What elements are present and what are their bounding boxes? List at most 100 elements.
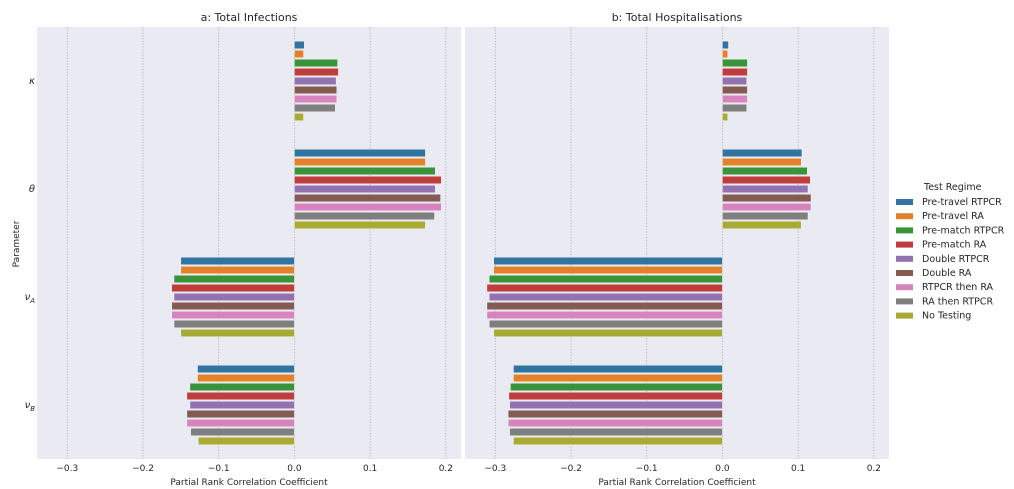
bar — [722, 76, 747, 85]
panel-b: −0.3 −0.2 −0.1 0.0 0.1 0.2 b: Total Hospitalis… — [465, 11, 889, 488]
y-axis-label: Parameter — [12, 220, 22, 267]
bar — [197, 374, 295, 383]
legend-swatch — [896, 284, 913, 291]
x-tick-label: 0.1 — [791, 464, 805, 474]
bar — [722, 148, 803, 157]
x-tick-label: 0.0 — [715, 464, 730, 474]
bar — [508, 392, 723, 401]
legend-swatch — [896, 199, 913, 205]
legend-item: Pre-travel RTPCR — [896, 197, 1002, 208]
legend-item: RA then RTPCR — [896, 296, 993, 307]
bar — [294, 67, 339, 76]
bar — [294, 103, 336, 112]
legend-item: Double RA — [896, 268, 972, 279]
legend-item: Pre-match RTPCR — [896, 225, 1005, 236]
bar — [722, 166, 808, 175]
y-tick-label-symbol: ν — [25, 400, 31, 411]
bar — [294, 166, 436, 175]
bar — [294, 157, 426, 166]
bar — [722, 85, 748, 94]
bar — [186, 410, 295, 419]
legend-label: Pre-travel RA — [922, 211, 984, 222]
bar — [173, 275, 295, 284]
x-tick-label: −0.3 — [484, 464, 506, 474]
legend-swatch — [896, 270, 913, 276]
legend-label: Double RA — [922, 268, 972, 279]
x-tick-label: −0.2 — [132, 464, 154, 474]
y-tick-label: κ — [29, 76, 35, 87]
bar — [173, 293, 295, 302]
bar — [722, 193, 812, 202]
y-tick-label-symbol: θ — [29, 184, 35, 195]
bar — [173, 320, 295, 329]
x-axis-label: Partial Rank Correlation Coefficient — [598, 478, 756, 488]
bar — [509, 428, 723, 437]
bar — [722, 202, 812, 211]
legend-swatch — [896, 312, 913, 319]
bar — [489, 275, 723, 284]
x-axis-label: Partial Rank Correlation Coefficient — [170, 478, 328, 488]
bar — [489, 293, 723, 302]
bar — [198, 437, 295, 446]
bar — [294, 193, 441, 202]
bar — [294, 202, 442, 211]
bar — [722, 220, 802, 229]
x-tick-label: −0.2 — [560, 464, 582, 474]
bar — [510, 383, 723, 392]
legend-swatch — [896, 241, 913, 248]
bar — [180, 257, 295, 266]
bar — [722, 157, 802, 166]
bar — [486, 302, 723, 311]
bar — [722, 175, 811, 184]
legend-swatch — [896, 298, 913, 305]
bar — [722, 112, 728, 121]
bar — [171, 311, 295, 320]
bar — [294, 94, 338, 103]
legend: Test Regime Pre-travel RTPCR Pre-travel RA… — [896, 182, 1005, 322]
bar — [493, 257, 723, 266]
bar — [186, 419, 295, 428]
legend-item: Pre-travel RA — [896, 211, 984, 222]
legend-item: No Testing — [896, 311, 971, 322]
legend-swatch — [896, 227, 913, 234]
legend-swatch — [896, 255, 913, 262]
y-tick-label-subscript: B — [30, 405, 35, 413]
bar — [507, 410, 723, 419]
legend-title: Test Regime — [923, 182, 982, 193]
legend-label: Pre-travel RTPCR — [922, 197, 1002, 208]
legend-item: Pre-match RA — [896, 240, 987, 251]
x-tick-label: 0.1 — [363, 464, 377, 474]
y-tick-labels: κ θ νA νB — [25, 76, 36, 413]
bar — [513, 365, 723, 374]
bar — [294, 184, 436, 193]
legend-label: Double RTPCR — [922, 254, 990, 265]
bar — [294, 50, 304, 59]
bar — [294, 211, 435, 220]
bar — [513, 437, 723, 446]
bar — [486, 311, 723, 320]
x-tick-label: 0.2 — [867, 464, 881, 474]
legend-label: Pre-match RTPCR — [922, 225, 1005, 236]
bar — [189, 401, 295, 410]
bar — [294, 85, 338, 94]
legend-item: RTPCR then RA — [896, 282, 994, 293]
bar — [722, 67, 748, 76]
bar — [197, 365, 295, 374]
bar — [509, 401, 723, 410]
y-tick-label-symbol: κ — [29, 76, 35, 87]
bar — [190, 428, 295, 437]
legend-item: Double RTPCR — [896, 254, 990, 265]
panels: −0.3 −0.2 −0.1 0.0 0.1 0.2 a: Total Infections… — [25, 11, 889, 488]
bar — [493, 329, 723, 338]
legend-swatch — [896, 213, 913, 220]
bar — [513, 374, 723, 383]
x-tick-label: −0.3 — [56, 464, 78, 474]
bar — [294, 41, 305, 50]
bar — [722, 184, 809, 193]
bar — [186, 392, 295, 401]
bar — [294, 112, 304, 121]
y-tick-label: νA — [25, 292, 36, 305]
bar — [722, 103, 747, 112]
y-tick-label: θ — [29, 184, 35, 195]
